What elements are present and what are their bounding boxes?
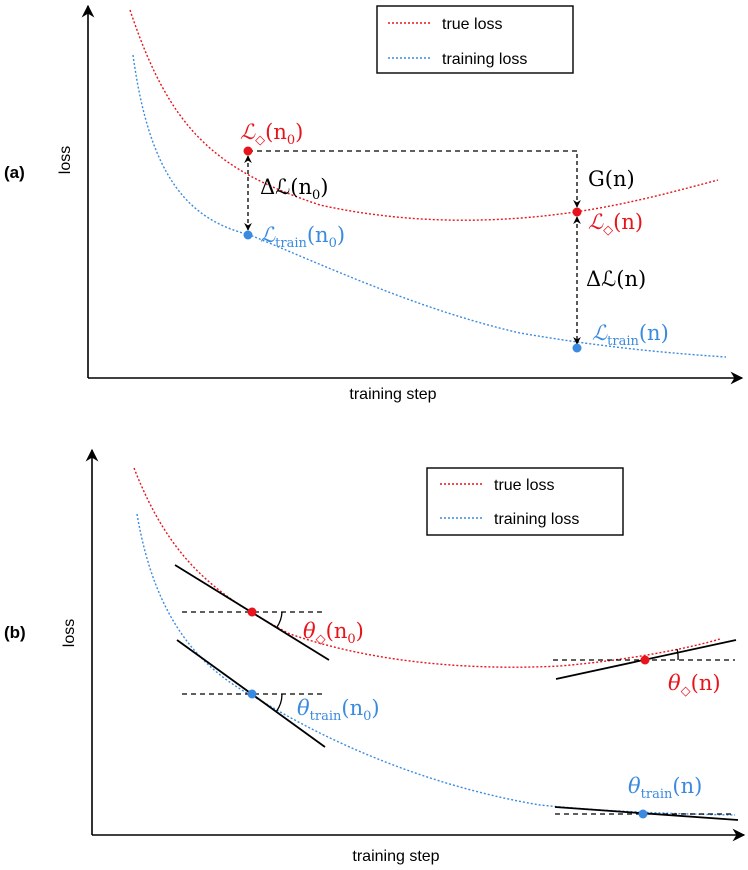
panel-a-label-train-loss-n: ℒtrain(n): [592, 321, 669, 349]
panel-a-true-loss-point-n0: [243, 146, 253, 156]
panel-a-train-loss-point-n: [572, 343, 582, 353]
panel-b-x-axis-label: training step: [352, 848, 439, 865]
panel-b-label-theta-train-n: θtrain(n): [628, 774, 702, 802]
panel-a-training-loss-curve: [132, 54, 727, 358]
panel-b: (b) loss training step θ◇(n0) θtrain(n0): [4, 448, 746, 865]
panel-a-legend: true loss training loss: [376, 5, 574, 74]
legend-label-training-loss: training loss: [494, 511, 579, 528]
panel-b-true-loss-curve: [133, 467, 721, 668]
panel-a-true-loss-point-n: [572, 207, 582, 217]
panel-b-tag: (b): [4, 623, 26, 642]
panel-a-y-axis-label: loss: [57, 146, 74, 174]
panel-a-label-true-loss-n0: ℒ◇(n0): [240, 120, 303, 148]
panel-b-true-loss-point-n: [640, 655, 650, 665]
panel-a-label-train-loss-n0: ℒtrain(n0): [260, 223, 345, 251]
panel-b-label-theta-train-n0: θtrain(n0): [297, 696, 380, 724]
panel-b-train-loss-point-n0: [247, 689, 257, 699]
panel-b-angle-arc-true-n: [676, 648, 679, 661]
panel-a-label-delta-n: Δℒ(n): [586, 267, 646, 291]
panel-a-tag: (a): [4, 163, 25, 182]
panel-b-angle-arc-train-n0: [275, 693, 283, 713]
panel-b-train-loss-point-n: [638, 809, 648, 819]
panel-a-true-loss-curve: [129, 9, 719, 221]
panel-a-label-gap-n: G(n): [588, 167, 635, 191]
legend-label-true-loss: true loss: [442, 16, 502, 33]
panel-b-training-loss-curve: [136, 513, 736, 816]
panel-a-x-axis-label: training step: [349, 386, 436, 403]
legend-label-training-loss: training loss: [442, 51, 527, 68]
panel-b-angle-arc-true-n0: [276, 611, 283, 628]
panel-b-label-theta-true-n0: θ◇(n0): [303, 619, 364, 647]
panel-a: (a) loss training step ℒ◇(n0) ℒtrain(n0)…: [4, 4, 744, 403]
panel-b-true-loss-point-n0: [247, 607, 257, 617]
panel-b-label-theta-true-n: θ◇(n): [668, 671, 721, 699]
panel-b-legend: true loss training loss: [426, 467, 624, 536]
panel-b-y-axis-label: loss: [61, 619, 78, 647]
panel-a-label-delta-n0: Δℒ(n0): [260, 175, 329, 203]
panel-a-label-true-loss-n: ℒ◇(n): [588, 210, 643, 238]
panel-a-train-loss-point-n0: [243, 230, 253, 240]
legend-label-true-loss: true loss: [494, 477, 554, 494]
